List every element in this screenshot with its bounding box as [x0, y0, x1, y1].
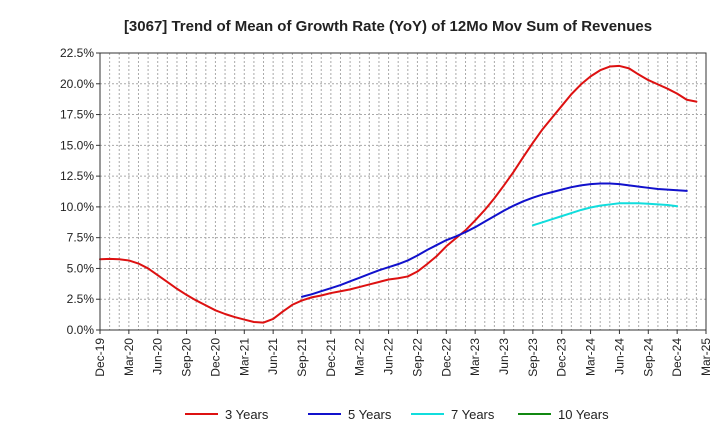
x-tick-label: Jun-20	[151, 338, 165, 375]
series-line-7-years	[531, 202, 679, 227]
x-tick-label: Mar-22	[353, 338, 367, 376]
y-tick-label: 17.5%	[60, 108, 94, 122]
x-tick-label: Sep-22	[410, 338, 424, 377]
x-tick-label: Jun-24	[612, 338, 626, 375]
x-tick-label: Jun-21	[266, 338, 280, 375]
x-tick-label: Sep-21	[295, 338, 309, 377]
x-tick-label: Dec-23	[555, 338, 569, 377]
series-line-5-years	[301, 182, 688, 298]
y-tick-label: 0.0%	[67, 323, 95, 337]
x-tick-label: Sep-24	[641, 338, 655, 377]
legend-label-3-years: 3 Years	[225, 407, 269, 422]
legend-label-5-years: 5 Years	[348, 407, 392, 422]
y-tick-label: 7.5%	[67, 231, 95, 245]
x-tick-label: Dec-24	[670, 338, 684, 377]
legend-label-7-years: 7 Years	[451, 407, 495, 422]
x-tick-label: Dec-19	[93, 338, 107, 377]
x-tick-label: Sep-23	[526, 338, 540, 377]
legend-label-10-years: 10 Years	[558, 407, 609, 422]
y-tick-label: 22.5%	[60, 46, 94, 60]
x-tick-label: Jun-23	[497, 338, 511, 375]
x-tick-label: Mar-25	[699, 338, 713, 376]
y-tick-label: 12.5%	[60, 169, 94, 183]
x-tick-label: Sep-20	[180, 338, 194, 377]
y-tick-label: 5.0%	[67, 261, 95, 275]
x-tick-label: Dec-21	[324, 338, 338, 377]
x-tick-label: Mar-23	[468, 338, 482, 376]
x-tick-label: Mar-20	[122, 338, 136, 376]
x-tick-label: Jun-22	[382, 338, 396, 375]
series-lines	[99, 64, 698, 324]
x-tick-label: Dec-20	[208, 338, 222, 377]
y-tick-label: 2.5%	[67, 292, 95, 306]
legend: 3 Years 5 Years 7 Years 10 Years	[185, 407, 609, 422]
x-tick-label: Dec-22	[439, 338, 453, 377]
grid	[99, 52, 707, 331]
chart-title: [3067] Trend of Mean of Growth Rate (YoY…	[124, 18, 652, 35]
x-tick-label: Mar-24	[584, 338, 598, 376]
series-line-3-years	[99, 64, 698, 324]
y-tick-label: 20.0%	[60, 77, 94, 91]
y-axis: 0.0% 2.5% 5.0% 7.5% 10.0% 12.5% 15.0% 17.5% 20.0…	[60, 46, 100, 337]
x-tick-label: Mar-21	[237, 338, 251, 376]
y-tick-label: 15.0%	[60, 138, 94, 152]
y-tick-label: 10.0%	[60, 200, 94, 214]
plot-area-frame	[99, 52, 707, 331]
x-axis: Dec-19 Mar-20 Jun-20 Sep-20 Dec-20 Mar-21 Jun-…	[93, 330, 713, 377]
